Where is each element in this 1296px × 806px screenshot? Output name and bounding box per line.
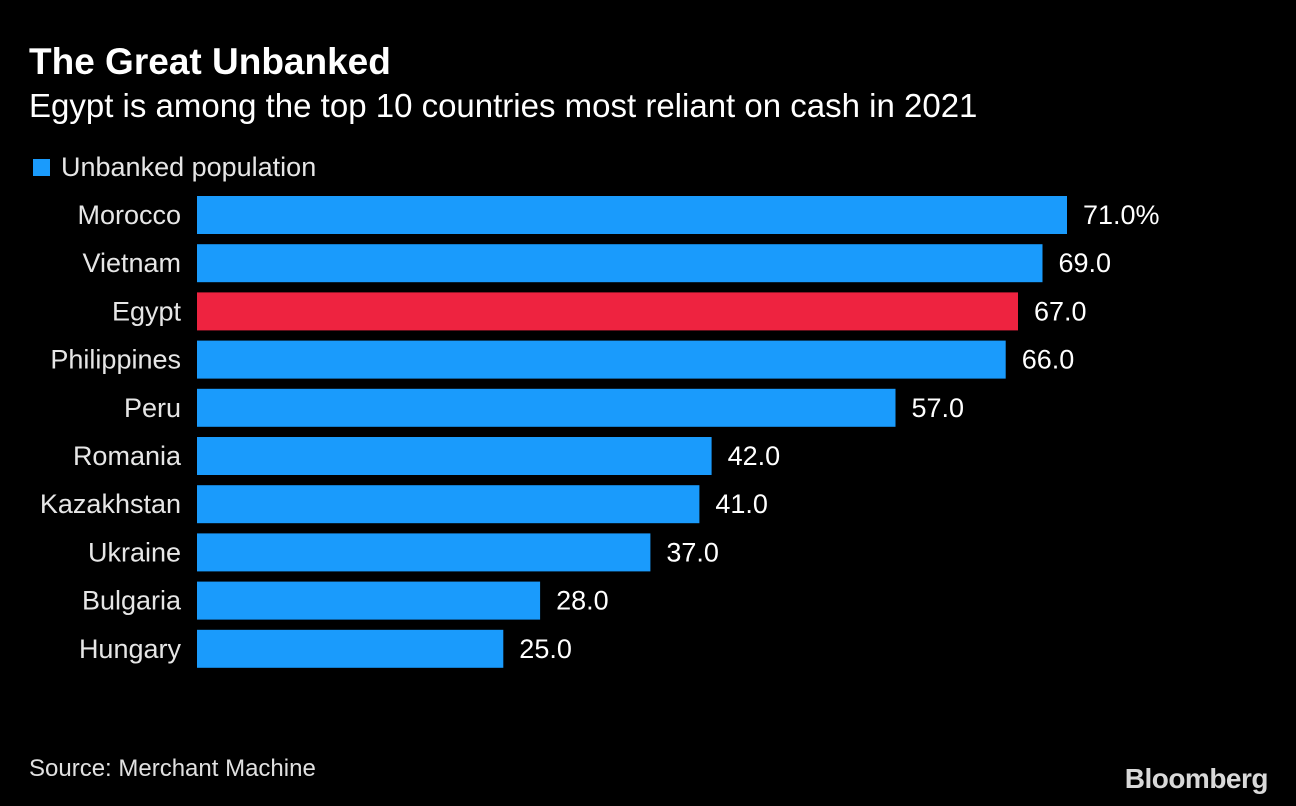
source-note: Source: Merchant Machine bbox=[29, 755, 316, 782]
bar-egypt bbox=[197, 292, 1018, 331]
value-label-ukraine: 37.0 bbox=[666, 537, 719, 567]
category-label-romania: Romania bbox=[73, 441, 182, 471]
value-label-egypt: 67.0 bbox=[1034, 296, 1087, 326]
category-label-egypt: Egypt bbox=[112, 296, 182, 326]
value-label-bulgaria: 28.0 bbox=[556, 586, 609, 616]
value-label-philippines: 66.0 bbox=[1022, 345, 1075, 375]
bar-morocco bbox=[197, 196, 1067, 234]
category-label-kazakhstan: Kazakhstan bbox=[40, 489, 181, 519]
category-label-ukraine: Ukraine bbox=[88, 537, 181, 567]
category-label-morocco: Morocco bbox=[77, 200, 181, 230]
bar-ukraine bbox=[197, 533, 651, 572]
chart-title: The Great Unbanked bbox=[29, 41, 391, 82]
value-label-hungary: 25.0 bbox=[519, 634, 572, 664]
value-label-romania: 42.0 bbox=[728, 441, 781, 471]
bloomberg-logo: Bloomberg bbox=[1124, 763, 1269, 794]
category-label-peru: Peru bbox=[124, 393, 181, 423]
bar-philippines bbox=[197, 340, 1006, 379]
bar-vietnam bbox=[197, 244, 1043, 283]
bar-hungary bbox=[197, 629, 504, 668]
bar-peru bbox=[197, 388, 896, 427]
value-label-peru: 57.0 bbox=[912, 393, 965, 423]
bar-romania bbox=[197, 437, 712, 475]
category-label-bulgaria: Bulgaria bbox=[82, 586, 182, 616]
category-label-philippines: Philippines bbox=[50, 345, 181, 375]
category-label-hungary: Hungary bbox=[79, 634, 182, 664]
value-label-kazakhstan: 41.0 bbox=[715, 489, 768, 519]
value-label-vietnam: 69.0 bbox=[1059, 248, 1112, 278]
legend: Unbanked population bbox=[33, 150, 316, 184]
legend-label: Unbanked population bbox=[61, 151, 317, 182]
bar-bulgaria bbox=[197, 581, 541, 620]
category-label-vietnam: Vietnam bbox=[82, 248, 181, 278]
chart-subtitle: Egypt is among the top 10 countries most… bbox=[29, 87, 978, 124]
value-label-morocco: 71.0% bbox=[1083, 200, 1160, 230]
bar-kazakhstan bbox=[197, 485, 700, 524]
legend-swatch bbox=[33, 158, 50, 176]
